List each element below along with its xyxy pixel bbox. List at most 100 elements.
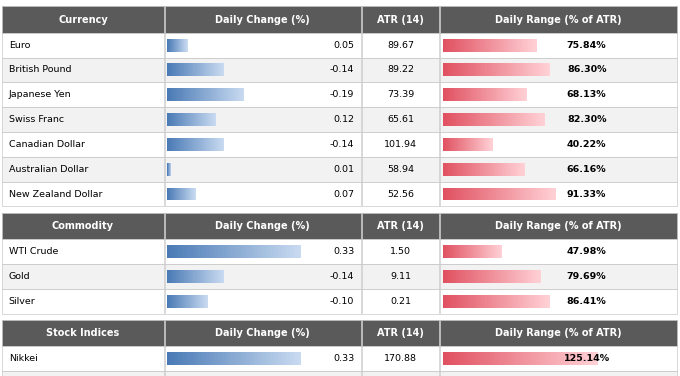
Bar bbox=[212, 270, 213, 283]
Bar bbox=[528, 39, 529, 52]
Bar bbox=[460, 270, 462, 283]
Bar bbox=[226, 352, 227, 365]
Bar bbox=[171, 245, 173, 258]
Bar bbox=[525, 39, 526, 52]
Bar bbox=[294, 352, 296, 365]
Bar bbox=[200, 138, 201, 151]
Bar bbox=[207, 64, 208, 76]
Bar bbox=[519, 163, 520, 176]
Bar bbox=[186, 64, 187, 76]
Bar bbox=[191, 352, 192, 365]
Bar bbox=[492, 352, 494, 365]
Bar bbox=[532, 64, 534, 76]
Bar bbox=[275, 352, 277, 365]
Bar bbox=[496, 188, 497, 200]
Bar bbox=[193, 138, 194, 151]
Bar bbox=[196, 270, 197, 283]
Bar bbox=[445, 188, 446, 200]
Bar bbox=[517, 352, 519, 365]
Bar bbox=[515, 188, 516, 200]
Text: Commodity: Commodity bbox=[52, 221, 114, 231]
Bar bbox=[220, 352, 222, 365]
Bar bbox=[248, 352, 249, 365]
Bar bbox=[173, 352, 174, 365]
Bar bbox=[473, 270, 475, 283]
Bar bbox=[440, 157, 677, 182]
Bar bbox=[195, 88, 196, 101]
Bar bbox=[517, 39, 518, 52]
Bar bbox=[447, 88, 448, 101]
Bar bbox=[521, 188, 522, 200]
Bar bbox=[488, 39, 489, 52]
Bar bbox=[496, 245, 498, 258]
Bar bbox=[500, 188, 502, 200]
Bar bbox=[165, 33, 361, 58]
Bar bbox=[551, 352, 553, 365]
Bar bbox=[463, 352, 464, 365]
Bar bbox=[187, 270, 188, 283]
Bar bbox=[174, 138, 175, 151]
Bar bbox=[201, 245, 202, 258]
Bar bbox=[177, 270, 178, 283]
Bar bbox=[526, 270, 527, 283]
Bar bbox=[460, 245, 461, 258]
Bar bbox=[461, 245, 462, 258]
Bar bbox=[503, 113, 504, 126]
Bar bbox=[445, 113, 446, 126]
Bar bbox=[180, 64, 181, 76]
Text: 101.94: 101.94 bbox=[384, 140, 417, 149]
Bar bbox=[446, 245, 447, 258]
Bar bbox=[473, 245, 474, 258]
Bar bbox=[458, 88, 459, 101]
Text: 0.05: 0.05 bbox=[333, 41, 354, 50]
Bar bbox=[452, 352, 454, 365]
Bar bbox=[514, 295, 515, 308]
Bar bbox=[483, 64, 484, 76]
Bar bbox=[296, 352, 298, 365]
Bar bbox=[440, 107, 677, 132]
Bar bbox=[458, 113, 459, 126]
Text: 9.11: 9.11 bbox=[390, 272, 411, 281]
Bar bbox=[179, 138, 180, 151]
Bar bbox=[494, 39, 496, 52]
Bar bbox=[194, 245, 195, 258]
Bar bbox=[475, 39, 477, 52]
Bar bbox=[501, 245, 502, 258]
Bar bbox=[444, 352, 446, 365]
Bar bbox=[523, 352, 525, 365]
Bar bbox=[209, 138, 210, 151]
Bar bbox=[500, 39, 501, 52]
Bar bbox=[243, 352, 245, 365]
Bar bbox=[362, 182, 439, 206]
Bar bbox=[451, 270, 452, 283]
Bar bbox=[501, 245, 503, 258]
Bar bbox=[452, 88, 453, 101]
Bar bbox=[187, 245, 189, 258]
Bar bbox=[209, 88, 210, 101]
Bar bbox=[471, 113, 473, 126]
Bar bbox=[203, 138, 204, 151]
Bar bbox=[191, 245, 192, 258]
Bar bbox=[443, 39, 444, 52]
Bar bbox=[448, 295, 449, 308]
Bar bbox=[210, 64, 211, 76]
Bar bbox=[175, 245, 177, 258]
Bar bbox=[186, 245, 188, 258]
Bar bbox=[180, 352, 181, 365]
Bar bbox=[510, 88, 511, 101]
Bar bbox=[191, 88, 192, 101]
Bar bbox=[522, 64, 523, 76]
Bar bbox=[543, 113, 545, 126]
Bar bbox=[562, 352, 564, 365]
Bar bbox=[492, 39, 494, 52]
Bar bbox=[224, 352, 226, 365]
Bar bbox=[485, 39, 486, 52]
Bar bbox=[451, 188, 452, 200]
Bar bbox=[527, 39, 528, 52]
Bar bbox=[165, 157, 361, 182]
Bar bbox=[537, 352, 539, 365]
Bar bbox=[238, 352, 239, 365]
Bar bbox=[453, 188, 454, 200]
Bar bbox=[2, 6, 164, 33]
Bar bbox=[486, 113, 488, 126]
